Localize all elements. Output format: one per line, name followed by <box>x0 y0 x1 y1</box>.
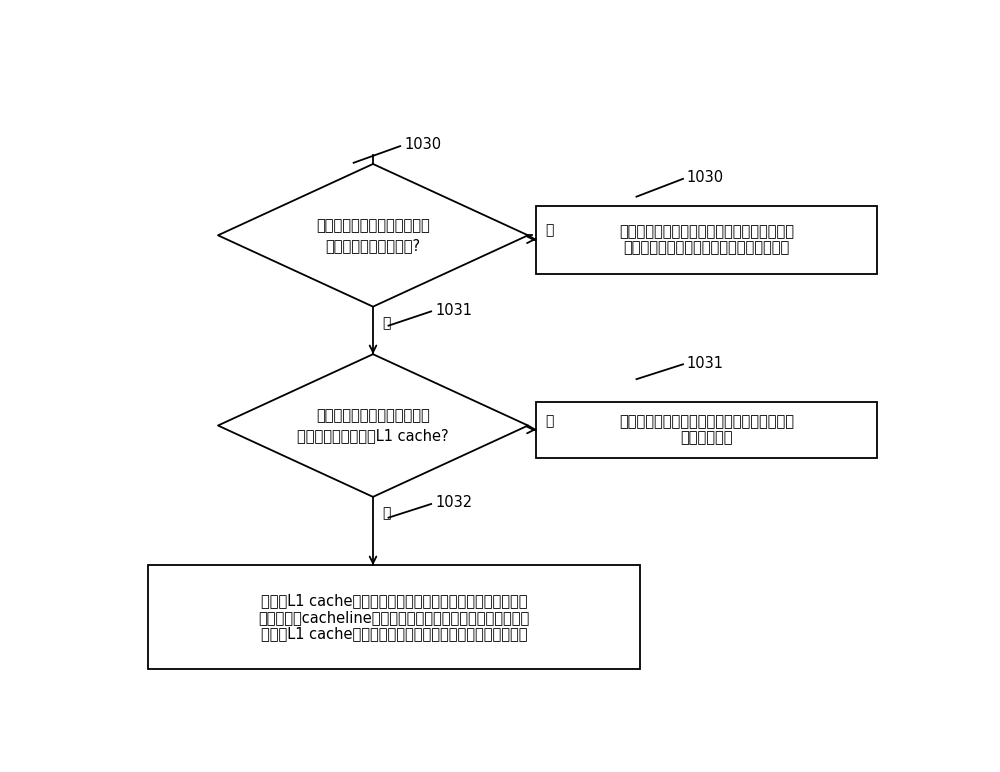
Bar <box>536 401 877 459</box>
Text: 是: 是 <box>382 506 391 520</box>
Text: 1032: 1032 <box>435 496 472 510</box>
Text: 1031: 1031 <box>687 356 724 371</box>
Text: 否: 否 <box>382 317 391 330</box>
Text: 读取命中的cacheline对应位置的数据返回到对应的通道端口，: 读取命中的cacheline对应位置的数据返回到对应的通道端口， <box>259 610 530 625</box>
Text: 基于新指令的命中或失靶信息: 基于新指令的命中或失靶信息 <box>316 408 430 423</box>
Text: 当命中L1 cache的新指令为读指令时，根据新指令的地址信息: 当命中L1 cache的新指令为读指令时，根据新指令的地址信息 <box>261 593 528 608</box>
Text: 将新指令设置为无效，并将标记为读操作已完: 将新指令设置为无效，并将标记为读操作已完 <box>619 225 794 239</box>
Text: 成的新指令对应的数据返回对应的通道端口: 成的新指令对应的数据返回对应的通道端口 <box>623 240 789 255</box>
Text: 1030: 1030 <box>404 137 441 152</box>
Text: 进行读或写分配以从底层存储中读数据或写数: 进行读或写分配以从底层存储中读数据或写数 <box>619 415 794 430</box>
Text: 当命中L1 cache的新指令为写指令时，基于写回模式更新数据: 当命中L1 cache的新指令为写指令时，基于写回模式更新数据 <box>261 626 528 642</box>
Bar <box>148 565 640 669</box>
Text: 1030: 1030 <box>687 170 724 185</box>
Text: 1031: 1031 <box>435 303 472 318</box>
Text: 据到底层存储: 据到底层存储 <box>680 430 732 445</box>
Text: 判断新指令是否标记为读操作: 判断新指令是否标记为读操作 <box>316 218 430 233</box>
Bar <box>536 205 877 274</box>
Text: 已完成或写操作已完成?: 已完成或写操作已完成? <box>325 238 421 252</box>
Text: 否: 否 <box>545 414 553 428</box>
Text: 确定新指令是否命中L1 cache?: 确定新指令是否命中L1 cache? <box>297 428 449 443</box>
Text: 是: 是 <box>545 224 553 238</box>
